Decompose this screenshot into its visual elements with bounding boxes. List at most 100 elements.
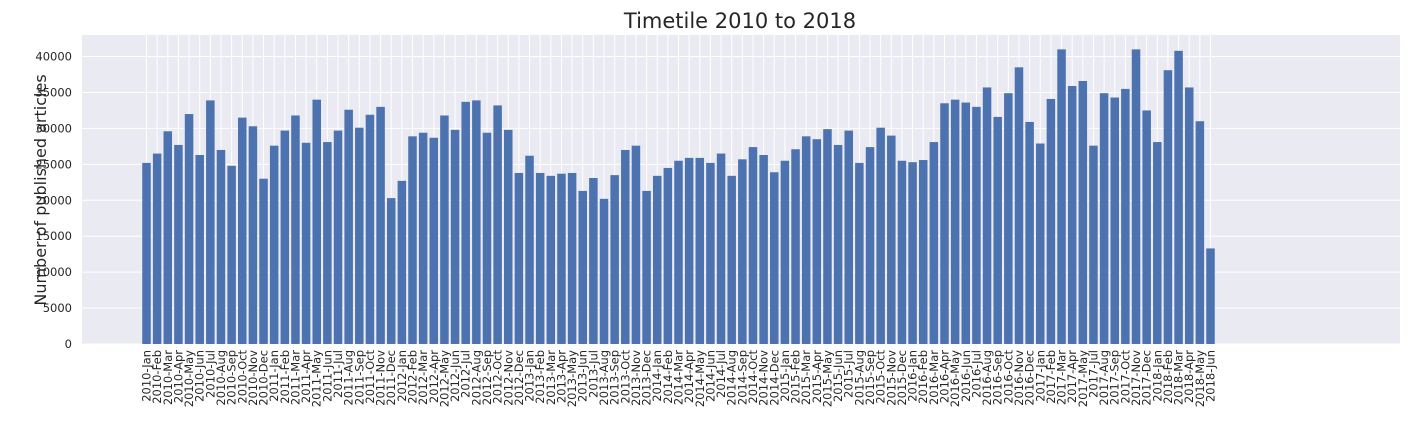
x-tick-label: 2012-Mar (416, 350, 430, 405)
x-tick-label: 2014-Aug (725, 350, 739, 406)
bar-2017-Aug (1099, 93, 1109, 345)
bar-2016-Nov (1014, 67, 1024, 344)
bar-2012-Mar (418, 132, 428, 344)
bar-2013-Feb (535, 172, 545, 344)
x-tick-label: 2017-Jan (1033, 350, 1047, 402)
x-tick-label: 2017-Apr (1065, 350, 1079, 403)
x-tick-label: 2018-Jun (1204, 350, 1218, 402)
x-tick-label: 2018-Mar (1172, 350, 1186, 405)
x-tick-label: 2016-Jan (906, 350, 920, 402)
bar-2016-Jun (961, 102, 971, 345)
bar-2015-Oct (876, 127, 885, 344)
y-tick-label: 20000 (35, 193, 72, 207)
bar-2014-Aug (727, 175, 736, 344)
x-tick-label: 2017-Jul (1086, 350, 1100, 398)
x-tick-label: 2014-Jun (703, 350, 717, 402)
x-tick-label: 2014-Oct (746, 350, 760, 404)
bar-2015-Apr (812, 139, 822, 344)
x-tick-label: 2014-Jan (650, 350, 664, 402)
bar-2015-Feb (791, 149, 800, 344)
x-tick-label: 2014-Dec (767, 350, 781, 406)
x-tick-label: 2012-Oct (491, 350, 505, 404)
x-tick-label: 2010-Oct (235, 350, 249, 404)
x-tick-label: 2012-Nov (501, 350, 515, 406)
x-tick-label: 2017-May (1076, 350, 1090, 407)
x-tick-label: 2015-May (820, 350, 834, 407)
x-tick-label: 2017-Dec (1140, 350, 1154, 406)
bar-2015-Jun (833, 144, 843, 344)
x-tick-label: 2018-Feb (1161, 350, 1175, 404)
bar-2013-Jul (589, 178, 598, 344)
y-tick-label: 35000 (35, 85, 72, 99)
bar-2011-May (312, 99, 321, 345)
x-tick-label: 2016-Oct (1001, 350, 1015, 404)
x-tick-label: 2011-Apr (299, 350, 313, 403)
bar-2010-Dec (259, 178, 268, 344)
bar-2017-Feb (1046, 98, 1056, 344)
x-tick-label: 2011-Mar (288, 350, 302, 405)
x-tick-label: 2010-Feb (150, 350, 164, 404)
x-tick-label: 2015-Aug (852, 350, 866, 406)
x-tick-label: 2014-Sep (735, 350, 749, 405)
y-tick-label: 0 (65, 337, 72, 351)
x-tick-label: 2014-Apr (682, 350, 696, 403)
y-tick-label: 15000 (35, 229, 72, 243)
bar-2014-Feb (663, 167, 673, 344)
bar-2011-Jul (333, 130, 343, 344)
bar-2012-Jun (450, 129, 460, 344)
bar-2013-Jan (525, 155, 534, 344)
bar-2012-Apr (429, 137, 439, 344)
x-tick-label: 2017-Mar (1055, 350, 1069, 405)
bar-2011-Oct (365, 114, 375, 345)
bar-2016-Feb (918, 160, 928, 344)
x-tick-label: 2013-Jan (523, 350, 537, 402)
bar-2013-Nov (631, 145, 641, 344)
x-tick-label: 2017-Oct (1118, 350, 1132, 404)
y-tick-label: 10000 (35, 265, 72, 279)
bar-2013-May (567, 172, 577, 344)
bar-2010-Feb (152, 153, 162, 344)
bar-2013-Aug (599, 198, 609, 344)
bar-2017-Dec (1142, 110, 1151, 344)
bar-2015-May (823, 129, 832, 344)
y-tick-label: 30000 (35, 121, 72, 135)
x-tick-label: 2010-Sep (225, 350, 239, 405)
x-tick-label: 2014-Jul (714, 350, 728, 398)
bar-2017-Nov (1131, 49, 1141, 344)
x-tick-label: 2010-Dec (257, 350, 271, 406)
x-tick-label: 2016-Jun (959, 350, 973, 402)
bar-2013-Mar (546, 175, 556, 344)
bar-2010-Apr (174, 144, 183, 344)
bar-2015-Aug (855, 162, 864, 344)
x-tick-label: 2011-Jan (267, 350, 281, 402)
bar-2011-Aug (344, 109, 353, 344)
x-tick-label: 2013-Apr (554, 350, 568, 403)
x-tick-label: 2012-Jul (459, 350, 473, 398)
x-tick-label: 2014-Nov (757, 350, 771, 406)
y-tick-label: 40000 (35, 50, 72, 64)
bar-2017-Apr (1067, 86, 1077, 344)
bar-2011-Dec (386, 198, 396, 344)
x-tick-label: 2012-Feb (406, 350, 420, 404)
x-tick-label: 2013-May (565, 350, 579, 407)
x-tick-label: 2015-Sep (863, 350, 877, 405)
x-tick-label: 2015-Dec (895, 350, 909, 406)
x-tick-label: 2013-Dec (640, 350, 654, 406)
bar-2011-Sep (355, 127, 364, 344)
x-tick-label: 2011-Jun (320, 350, 334, 402)
bar-2016-Jan (908, 162, 917, 344)
x-tick-label: 2016-Jul (969, 350, 983, 398)
bar-2015-Jan (780, 160, 790, 344)
x-tick-label: 2013-Sep (608, 350, 622, 405)
y-tick-label: 5000 (43, 301, 72, 315)
bar-2015-Sep (865, 147, 875, 344)
x-tick-label: 2016-Aug (980, 350, 994, 406)
x-tick-label: 2016-Nov (1012, 350, 1026, 406)
bar-2012-Feb (408, 136, 417, 344)
x-tick-label: 2012-Dec (512, 350, 526, 406)
bar-2016-Apr (940, 103, 949, 344)
bar-2014-Nov (759, 155, 768, 344)
x-tick-label: 2017-Sep (1108, 350, 1122, 405)
x-tick-label: 2015-Oct (874, 350, 888, 404)
